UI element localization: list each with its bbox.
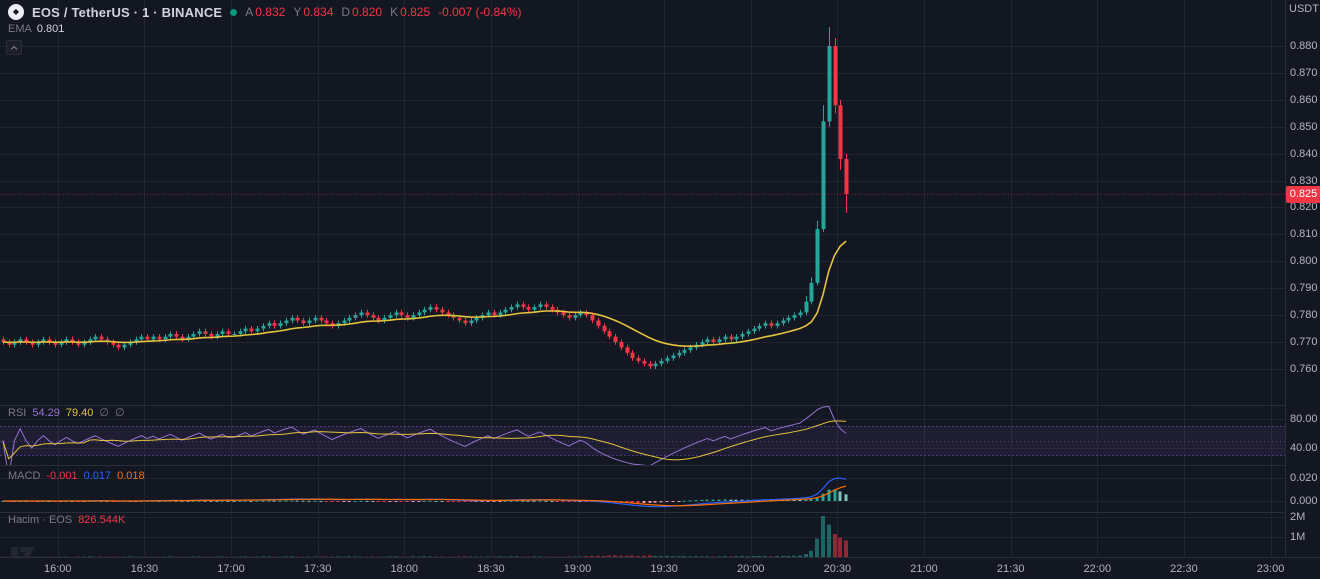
rsi-axis-label: 40.00 (1290, 442, 1318, 455)
time-axis-label: 17:00 (217, 563, 245, 575)
macd-signal-value: 0.018 (117, 470, 145, 482)
rsi-axis-label: 80.00 (1290, 413, 1318, 425)
price-axis-label: 0.760 (1290, 362, 1318, 375)
ema-legend[interactable]: EMA 0.801 (8, 23, 64, 35)
price-axis-label: 0.870 (1290, 66, 1318, 79)
legend-collapse-button[interactable] (6, 40, 22, 55)
ema-label: EMA (8, 23, 32, 35)
price-axis-label: 0.830 (1290, 174, 1318, 187)
close-value: 0.825 (400, 5, 431, 19)
time-axis-label: 16:00 (43, 563, 72, 575)
rsi-upper-band-value: ∅ (99, 407, 109, 419)
volume-axis-label: 2M (1290, 511, 1306, 523)
time-scale[interactable]: 16:00 16:30 17:00 17:30 18:00 18:30 19:00 19:30… (0, 557, 1320, 579)
rsi-lower-band-value: ∅ (115, 407, 125, 419)
time-axis-label: 17:30 (303, 563, 332, 575)
price-axis-label: 0.810 (1290, 228, 1318, 241)
change-value: -0.007 (-0.84%) (438, 5, 522, 19)
volume-label: Hacim · EOS (8, 514, 73, 526)
ema-value: 0.801 (36, 23, 65, 35)
time-axis-label: 22:30 (1170, 563, 1198, 575)
macd-line-value: 0.017 (83, 470, 112, 482)
rsi-label: RSI (8, 406, 27, 419)
time-axis-label: 22:00 (1083, 563, 1112, 575)
macd-legend[interactable]: MACD -0.001 0.017 0.018 (8, 470, 145, 482)
price-axis-label: 0.850 (1290, 120, 1318, 133)
open-value: 0.832 (255, 5, 286, 19)
price-axis-label: 0.780 (1290, 309, 1318, 322)
price-axis-label: 0.880 (1290, 40, 1318, 53)
time-axis-label: 21:30 (996, 563, 1025, 575)
open-label: A (245, 5, 254, 19)
price-axis-label: 0.840 (1290, 147, 1318, 160)
chart-canvas[interactable] (0, 0, 1285, 557)
high-value: 0.834 (303, 5, 334, 19)
time-axis-label: 16:30 (130, 563, 159, 575)
chevron-up-icon (10, 45, 18, 50)
macd-hist-value: -0.001 (46, 470, 78, 482)
price-axis-label: 0.860 (1290, 93, 1318, 106)
time-axis-label: 19:00 (563, 563, 592, 575)
time-axis-label: 23:00 (1256, 563, 1285, 575)
volume-legend[interactable]: Hacim · EOS 826.544K (8, 514, 125, 526)
price-axis-label: 0.790 (1290, 282, 1318, 295)
time-axis-label: 18:30 (477, 563, 505, 575)
time-axis-label: 20:00 (737, 563, 765, 575)
volume-value: 826.544K (78, 514, 126, 526)
macd-axis-label: 0.000 (1290, 495, 1318, 507)
price-axis-label: 0.800 (1290, 255, 1318, 268)
volume-axis-label: 1M (1290, 531, 1306, 543)
close-label: K (390, 5, 399, 19)
symbol-logo-icon: ◆ (8, 4, 24, 20)
macd-axis-label: 0.020 (1290, 471, 1318, 484)
time-axis-label: 20:30 (823, 563, 852, 575)
currency-menu-button[interactable]: USDT (1289, 3, 1320, 15)
high-label: Y (293, 5, 302, 19)
price-axis-label: 0.820 (1290, 201, 1318, 214)
time-axis-label: 18:00 (390, 563, 419, 575)
time-axis-label: 21:00 (910, 563, 938, 575)
market-status-dot-icon[interactable] (230, 8, 238, 16)
price-axis-label: 0.770 (1290, 336, 1318, 349)
macd-label: MACD (8, 470, 41, 482)
low-label: D (341, 5, 351, 19)
price-scale[interactable]: USDT 0.880 0.870 0.860 0.850 0.840 0.830 0.820… (1285, 0, 1320, 557)
last-price-tag: 0.825 (1286, 185, 1320, 203)
symbol-title[interactable]: EOS / TetherUS · 1 · BINANCE (32, 4, 223, 20)
rsi-legend[interactable]: RSI 54.29 79.40 ∅ ∅ (8, 406, 125, 420)
rsi-ma-value: 79.40 (65, 406, 94, 419)
ohlc-values: A 0.832 Y 0.834 D 0.820 K 0.825 -0.007 (-0.8… (245, 5, 521, 19)
low-value: 0.820 (352, 5, 383, 19)
rsi-value: 54.29 (32, 406, 60, 419)
time-axis-label: 19:30 (650, 563, 678, 575)
currency-label: USDT (1289, 3, 1319, 15)
